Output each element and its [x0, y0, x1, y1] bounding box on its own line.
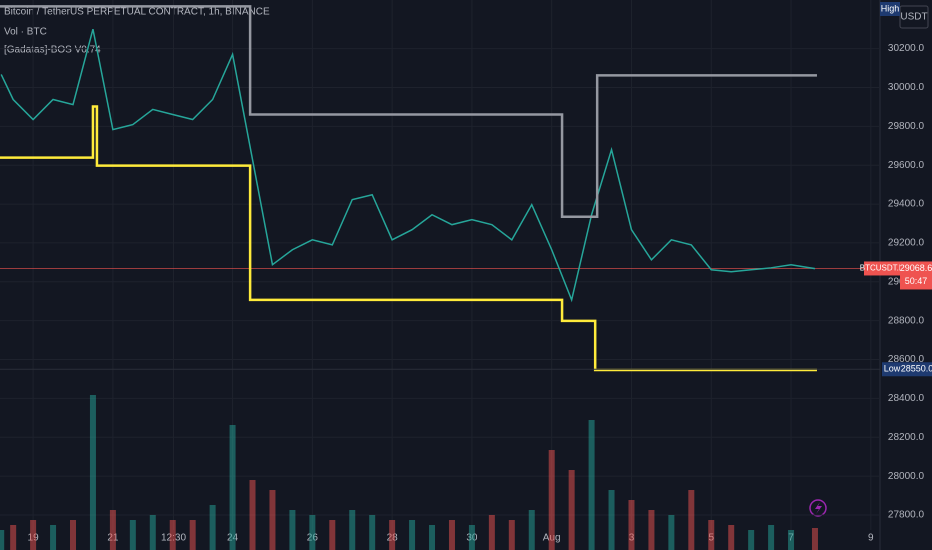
volume-bar [169, 520, 176, 550]
volume-bar [30, 520, 37, 550]
volume-bar [389, 520, 396, 550]
volume-bar [309, 515, 316, 550]
currency-box [899, 5, 929, 29]
volume-bar [528, 510, 535, 550]
volume-bar [811, 528, 818, 550]
series-line [0, 105, 817, 372]
volume-bar [129, 520, 136, 550]
volume-bar [728, 525, 735, 550]
y-tick-label: 28600.0 [888, 354, 925, 365]
y-tick-label: 29400.0 [888, 199, 925, 210]
volume-bar [668, 515, 675, 550]
volume-bar [189, 520, 196, 550]
volume-bar [508, 520, 515, 550]
low-tag: Low [884, 364, 901, 374]
volume-bar [10, 525, 17, 550]
volume-bar [329, 520, 336, 550]
y-tick-label: 29800.0 [888, 121, 925, 132]
series-line [0, 28, 816, 303]
symbol-box [864, 261, 900, 276]
y-tick-label: 29200.0 [888, 238, 925, 249]
volume-bar [708, 520, 715, 550]
high-tag: High [881, 3, 900, 13]
y-tick-label: 27800.0 [888, 510, 925, 521]
symbol: BTCUSDT.P [860, 264, 904, 273]
low-value: 28550.0 [901, 364, 932, 374]
indicator-title: [Gadatas]-BOS V0.74 [4, 45, 101, 56]
volume-bar [249, 480, 256, 550]
volume-bar [468, 525, 475, 550]
y-tick-label: 28400.0 [888, 393, 925, 404]
volume-bar [748, 530, 755, 550]
chart-title: Bitcoin / TetherUS PERPETUAL CONTRACT, 1… [4, 7, 270, 18]
volume-bar [109, 510, 116, 550]
volume-bar [229, 425, 236, 550]
volume-bar [209, 505, 216, 550]
y-tick-label: 30200.0 [888, 43, 925, 54]
volume-bar [608, 490, 615, 550]
volume-bar [269, 490, 276, 550]
volume-bar [688, 490, 695, 550]
low-value-box [902, 362, 932, 377]
series-line [0, 5, 817, 218]
y-tick-label: 28200.0 [888, 432, 925, 443]
volume-bar [448, 520, 455, 550]
alert-icon-bolt [815, 502, 822, 514]
low-tag-box [882, 362, 902, 377]
volume-bar [429, 525, 436, 550]
high-tag-box [880, 2, 900, 16]
volume-bar [548, 450, 555, 550]
last-price: 29068.6 [900, 263, 932, 273]
alert-icon[interactable] [809, 499, 827, 517]
x-tick-label: 9 [868, 533, 874, 544]
volume-bar [289, 510, 296, 550]
volume-bar [628, 500, 635, 550]
volume-bar [568, 470, 575, 550]
y-tick-label: 29600.0 [888, 160, 925, 171]
volume-bar [788, 530, 795, 550]
volume-bar [648, 510, 655, 550]
currency: USDT [900, 12, 927, 23]
y-tick-label: 28000.0 [888, 471, 925, 482]
countdown: 50:47 [905, 276, 928, 286]
volume-bar [70, 520, 77, 550]
volume-bar [768, 525, 775, 550]
last-price-box [900, 261, 932, 290]
volume-bar [0, 530, 5, 550]
y-tick-label: 30000.0 [888, 82, 925, 93]
volume-bar [588, 420, 595, 550]
volume-bar [149, 515, 156, 550]
volume-bar [349, 510, 356, 550]
volume-bar [369, 515, 376, 550]
volume-bar [50, 525, 57, 550]
volume-bar [89, 395, 96, 550]
volume-bar [409, 520, 416, 550]
y-tick-label: 28800.0 [888, 315, 925, 326]
volume-title: Vol · BTC [4, 27, 47, 38]
volume-bar [488, 515, 495, 550]
